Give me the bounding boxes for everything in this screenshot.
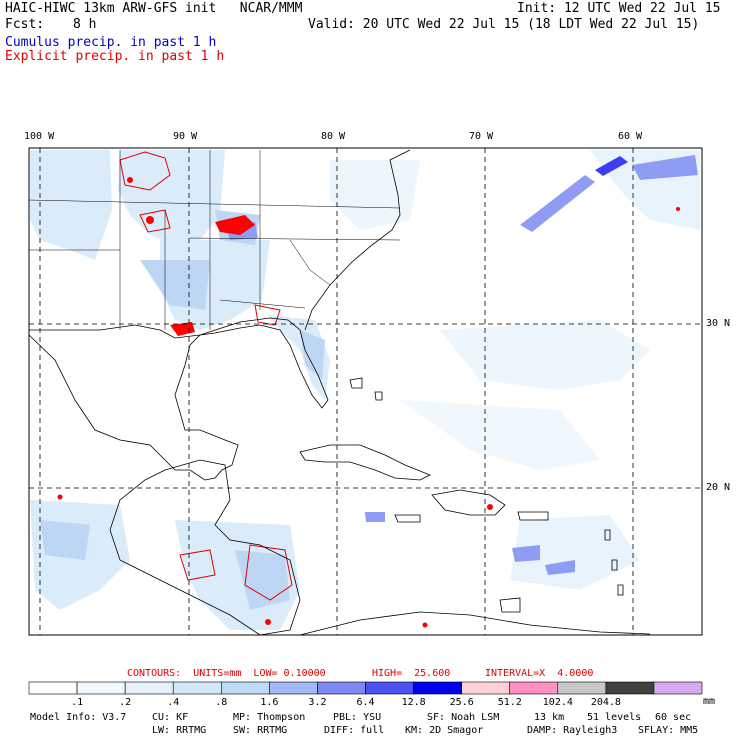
forecast-hour: 8 h xyxy=(73,17,97,32)
colorbar-level-label: 1.6 xyxy=(260,697,279,708)
sflay-scheme: SFLAY: MM5 xyxy=(638,725,699,736)
colorbar-level-label: .1 xyxy=(71,697,84,708)
colorbar-level-label: 204.8 xyxy=(590,697,621,708)
lon-label-70w: 70 W xyxy=(469,131,494,142)
model-info: Model Info: V3.7 xyxy=(30,712,127,723)
contour-high: HIGH= 25.600 xyxy=(372,668,451,679)
colorbar-box xyxy=(461,681,511,695)
lon-label-60w: 60 W xyxy=(618,131,643,142)
levels: 51 levels xyxy=(587,712,642,723)
colorbar-box xyxy=(365,681,414,695)
km-scheme: KM: 2D Smagor xyxy=(405,725,484,736)
colorbar-box xyxy=(605,681,655,695)
colorbar-level-label: 3.2 xyxy=(308,697,327,708)
init-time: Init: 12 UTC Wed 22 Jul 15 xyxy=(517,1,721,16)
colorbar-level-label: 25.6 xyxy=(449,697,474,708)
lat-label-30n: 30 N xyxy=(706,318,731,329)
colorbar-unit: mm xyxy=(703,696,716,707)
colorbar-box xyxy=(653,681,703,695)
colorbar xyxy=(28,681,703,695)
colorbar-level-label: .2 xyxy=(119,697,132,708)
state-borders xyxy=(29,150,401,330)
contour-units: CONTOURS: UNITS=mm LOW= 0.10000 xyxy=(127,668,326,679)
contour-interval: INTERVAL=X 4.0000 xyxy=(485,668,594,679)
damp-scheme: DAMP: Rayleigh3 xyxy=(527,725,618,736)
cu-scheme: CU: KF xyxy=(152,712,189,723)
sw-scheme: SW: RRTMG xyxy=(233,725,288,736)
lat-label-20n: 20 N xyxy=(706,482,731,493)
colorbar-level-label: .4 xyxy=(167,697,180,708)
timestep: 60 sec xyxy=(655,712,692,723)
forecast-label: Fcst: xyxy=(5,17,45,32)
colorbar-level-label: 51.2 xyxy=(497,697,522,708)
sf-scheme: SF: Noah LSM xyxy=(427,712,500,723)
diff-scheme: DIFF: full xyxy=(324,725,385,736)
lw-scheme: LW: RRTMG xyxy=(152,725,207,736)
lon-label-80w: 80 W xyxy=(321,131,346,142)
valid-time: Valid: 20 UTC Wed 22 Jul 15 (18 LDT Wed … xyxy=(308,17,700,32)
lon-label-100w: 100 W xyxy=(24,131,55,142)
coastlines xyxy=(29,149,651,635)
colorbar-box xyxy=(317,681,366,695)
explicit-legend: Explicit precip. in past 1 h xyxy=(5,49,225,64)
graticule xyxy=(29,148,702,635)
colorbar-level-label: 12.8 xyxy=(401,697,426,708)
colorbar-level-label: .8 xyxy=(215,697,228,708)
precip-field xyxy=(30,150,700,630)
resolution: 13 km xyxy=(534,712,565,723)
colorbar-box xyxy=(124,681,174,695)
colorbar-box xyxy=(557,681,607,695)
cumulus-legend: Cumulus precip. in past 1 h xyxy=(5,35,217,50)
colorbar-level-label: 102.4 xyxy=(542,697,573,708)
map-frame xyxy=(28,147,703,636)
colorbar-box xyxy=(269,681,318,695)
colorbar-box xyxy=(413,681,462,695)
colorbar-box xyxy=(172,681,222,695)
lon-label-90w: 90 W xyxy=(173,131,198,142)
mp-scheme: MP: Thompson xyxy=(233,712,306,723)
colorbar-box xyxy=(28,681,78,695)
colorbar-box xyxy=(220,681,270,695)
colorbar-level-label: 6.4 xyxy=(356,697,375,708)
model-title: HAIC-HIWC 13km ARW-GFS init NCAR/MMM xyxy=(5,1,303,16)
pbl-scheme: PBL: YSU xyxy=(333,712,382,723)
colorbar-box xyxy=(76,681,126,695)
colorbar-box xyxy=(509,681,559,695)
